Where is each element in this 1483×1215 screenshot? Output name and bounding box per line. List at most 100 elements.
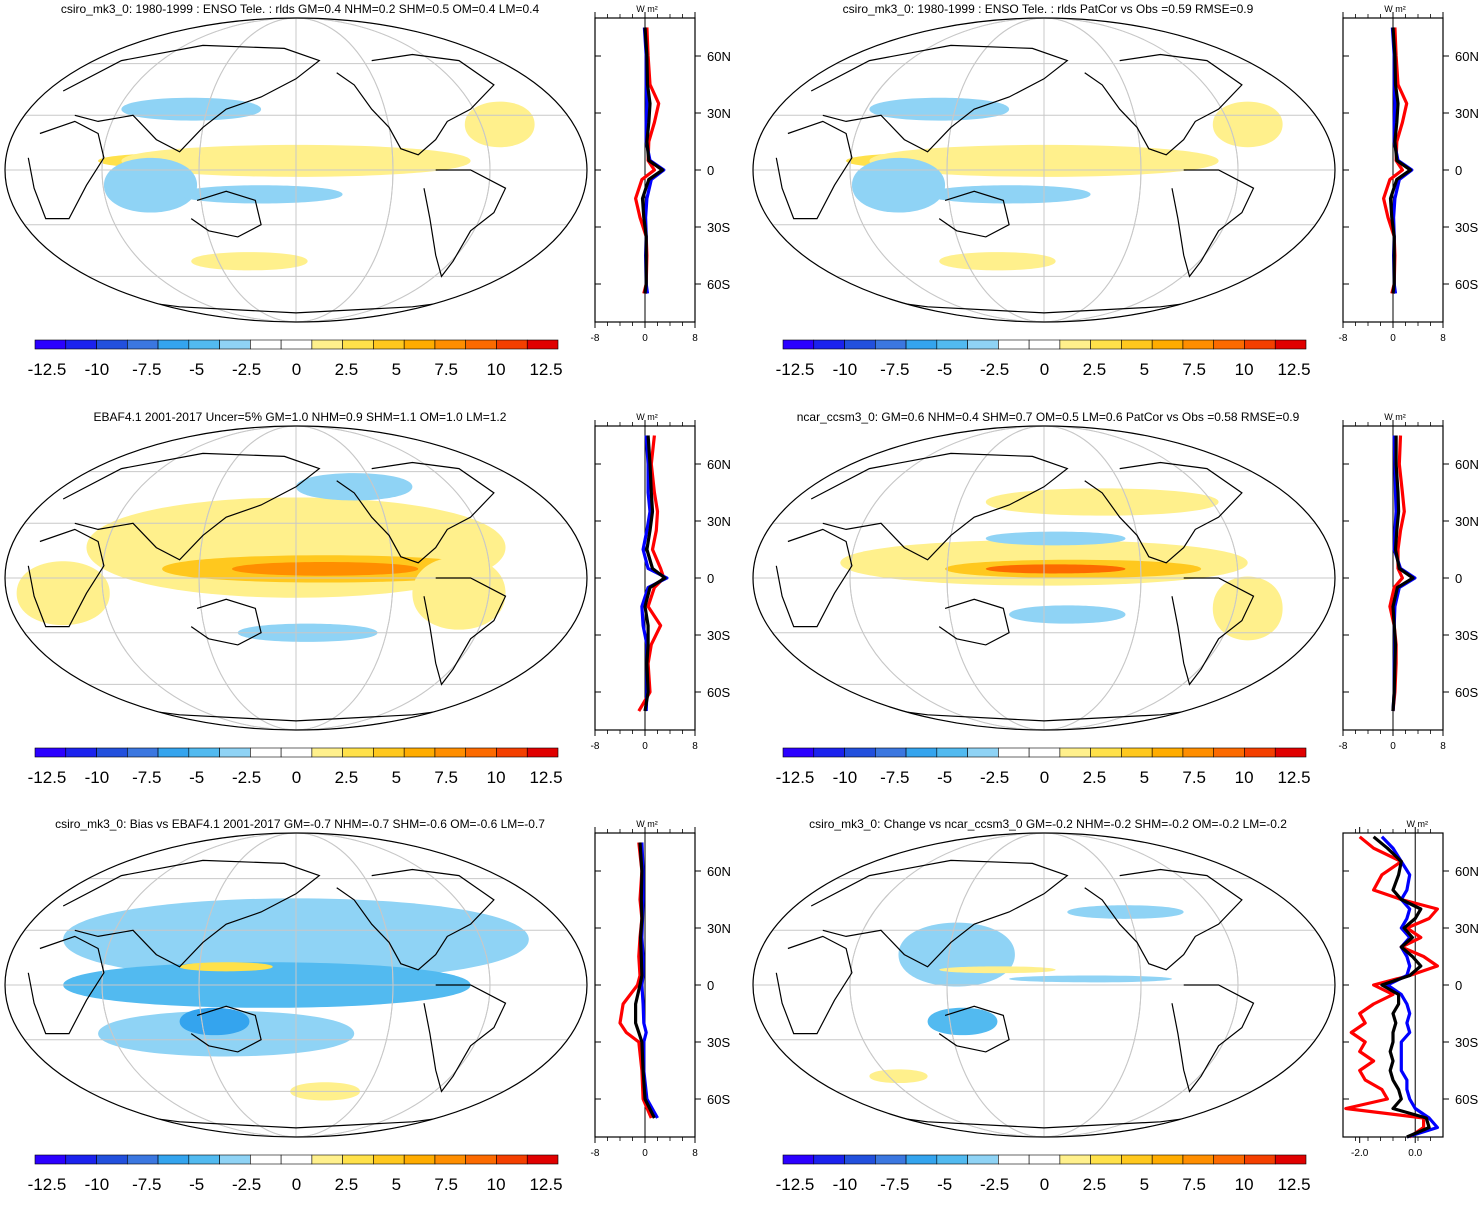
colorbar-swatch — [65, 339, 97, 350]
colorbar-label: -2.5 — [980, 1175, 1009, 1194]
zonal-frame — [1342, 832, 1444, 1138]
anomaly-patch — [412, 556, 506, 630]
colorbar-swatch — [998, 747, 1030, 758]
colorbar-label: -10 — [85, 360, 110, 379]
y-tick-label: 30S — [707, 1035, 730, 1050]
map-border — [4, 17, 588, 323]
colorbar-swatch — [1213, 747, 1245, 758]
colorbar-label: 5 — [1140, 1175, 1149, 1194]
colorbar-swatch — [998, 339, 1030, 350]
colorbar-label: 12.5 — [1277, 1175, 1310, 1194]
colorbar-label: 5 — [1140, 768, 1149, 787]
colorbar-swatch — [813, 1154, 845, 1165]
colorbar-swatch — [434, 747, 467, 758]
colorbar-swatch — [126, 1154, 159, 1165]
colorbar-label: -5 — [937, 1175, 952, 1194]
colorbar-swatch — [1090, 339, 1122, 350]
colorbar-swatch — [434, 339, 467, 350]
y-tick-label: 60N — [707, 864, 731, 879]
colorbar: -12.5 -10 -7.5 -5 -2.5 0 2.5 5 7.5 10 12.5 — [776, 339, 1311, 379]
map-fields — [753, 833, 1335, 1137]
colorbar-swatch — [905, 1154, 938, 1165]
y-tick-label: 30N — [1455, 921, 1479, 936]
colorbar-label: -7.5 — [132, 360, 161, 379]
colorbar-label: -2.5 — [232, 768, 261, 787]
colorbar-label: -12.5 — [28, 360, 67, 379]
anomaly-patch — [103, 157, 198, 213]
colorbar-swatch — [1274, 747, 1307, 758]
y-tick-label: 60N — [1455, 49, 1479, 64]
colorbar: -12.5 -10 -7.5 -5 -2.5 0 2.5 5 7.5 10 12.5 — [776, 747, 1311, 787]
figure-panel: csiro_mk3_0: Change vs ncar_ccsm3_0 GM=-… — [748, 815, 1483, 1215]
colorbar-swatch — [342, 339, 374, 350]
zonal-mean-plot: 60N 30N 0 30S 60S -8 0 8 W m² — [591, 412, 731, 752]
colorbar-swatch — [311, 339, 343, 350]
x-tick-label: 0 — [642, 1148, 648, 1159]
graticule — [5, 833, 587, 1137]
colorbar-label: -5 — [189, 1175, 204, 1194]
anomaly-patch — [179, 962, 273, 972]
colorbar-label: -5 — [937, 360, 952, 379]
colorbar-label: -10 — [85, 1175, 110, 1194]
anomaly-patch — [296, 473, 413, 501]
y-tick-label: 0 — [707, 978, 714, 993]
y-tick-label: 60N — [1455, 864, 1479, 879]
colorbar-label: -10 — [833, 1175, 858, 1194]
graticule — [5, 18, 587, 322]
colorbar-swatch — [34, 747, 67, 758]
x-tick-label: 0 — [642, 333, 648, 344]
zonal-mean-plot: 60N 30N 0 30S 60S -8 0 8 W m² — [1339, 412, 1479, 752]
y-tick-label: 60S — [1455, 277, 1478, 292]
colorbar-label: 7.5 — [1182, 360, 1206, 379]
colorbar-label: 0 — [1040, 360, 1049, 379]
colorbar-label: 12.5 — [529, 360, 562, 379]
colorbar-swatch — [526, 339, 559, 350]
colorbar-swatch — [874, 339, 907, 350]
colorbar-swatch — [96, 747, 128, 758]
anomaly-patch — [179, 185, 343, 204]
zonal-series-line — [1391, 435, 1415, 712]
y-tick-label: 30S — [707, 220, 730, 235]
map-fields — [753, 426, 1335, 730]
anomaly-patch — [869, 1069, 928, 1084]
zonal-mean-plot: 60N 30N 0 30S 60S -2.0 0.0 W m² — [1342, 819, 1479, 1159]
colorbar-label: 2.5 — [335, 768, 359, 787]
colorbar-label: 12.5 — [1277, 768, 1310, 787]
x-tick-label: -8 — [591, 333, 600, 344]
map-projection — [752, 832, 1336, 1138]
graticule — [753, 18, 1335, 322]
colorbar-swatch — [1244, 339, 1276, 350]
x-tick-label: 8 — [692, 741, 698, 752]
zonal-series-line — [640, 27, 665, 294]
colorbar-label: -12.5 — [776, 768, 815, 787]
x-tick-label: 0 — [1390, 741, 1396, 752]
colorbar-swatch — [34, 1154, 67, 1165]
colorbar-swatch — [126, 747, 159, 758]
colorbar-swatch — [526, 1154, 559, 1165]
zonal-mean-plot: 60N 30N 0 30S 60S -8 0 8 W m² — [591, 819, 731, 1159]
colorbar-swatch — [1090, 1154, 1122, 1165]
anomaly-patch — [985, 531, 1126, 546]
map-border — [4, 425, 588, 731]
colorbar-label: 0 — [1040, 1175, 1049, 1194]
y-tick-label: 60N — [1455, 457, 1479, 472]
colorbar-swatch — [403, 747, 436, 758]
panel-svg: 60N 30N 0 30S 60S -8 0 8 W m² -12.5 -10 -7.5 -5 -2.5 0… — [752, 412, 1479, 787]
colorbar-swatch — [1059, 747, 1091, 758]
colorbar-label: 10 — [1235, 360, 1254, 379]
anomaly-patch — [1067, 905, 1184, 919]
x-tick-label: 0 — [1390, 333, 1396, 344]
colorbar-swatch — [434, 1154, 467, 1165]
colorbar-label: 7.5 — [434, 360, 458, 379]
colorbar-swatch — [844, 747, 876, 758]
colorbar-swatch — [280, 339, 313, 350]
x-tick-label: 8 — [692, 1148, 698, 1159]
y-tick-label: 60S — [707, 1092, 730, 1107]
colorbar-swatch — [34, 339, 67, 350]
x-tick-label: -8 — [591, 1148, 600, 1159]
colorbar-label: -5 — [189, 768, 204, 787]
zonal-series-line — [643, 435, 667, 712]
colorbar-label: 10 — [487, 768, 506, 787]
graticule — [753, 426, 1335, 730]
figure-panel: csiro_mk3_0: Bias vs EBAF4.1 2001-2017 G… — [0, 815, 735, 1215]
